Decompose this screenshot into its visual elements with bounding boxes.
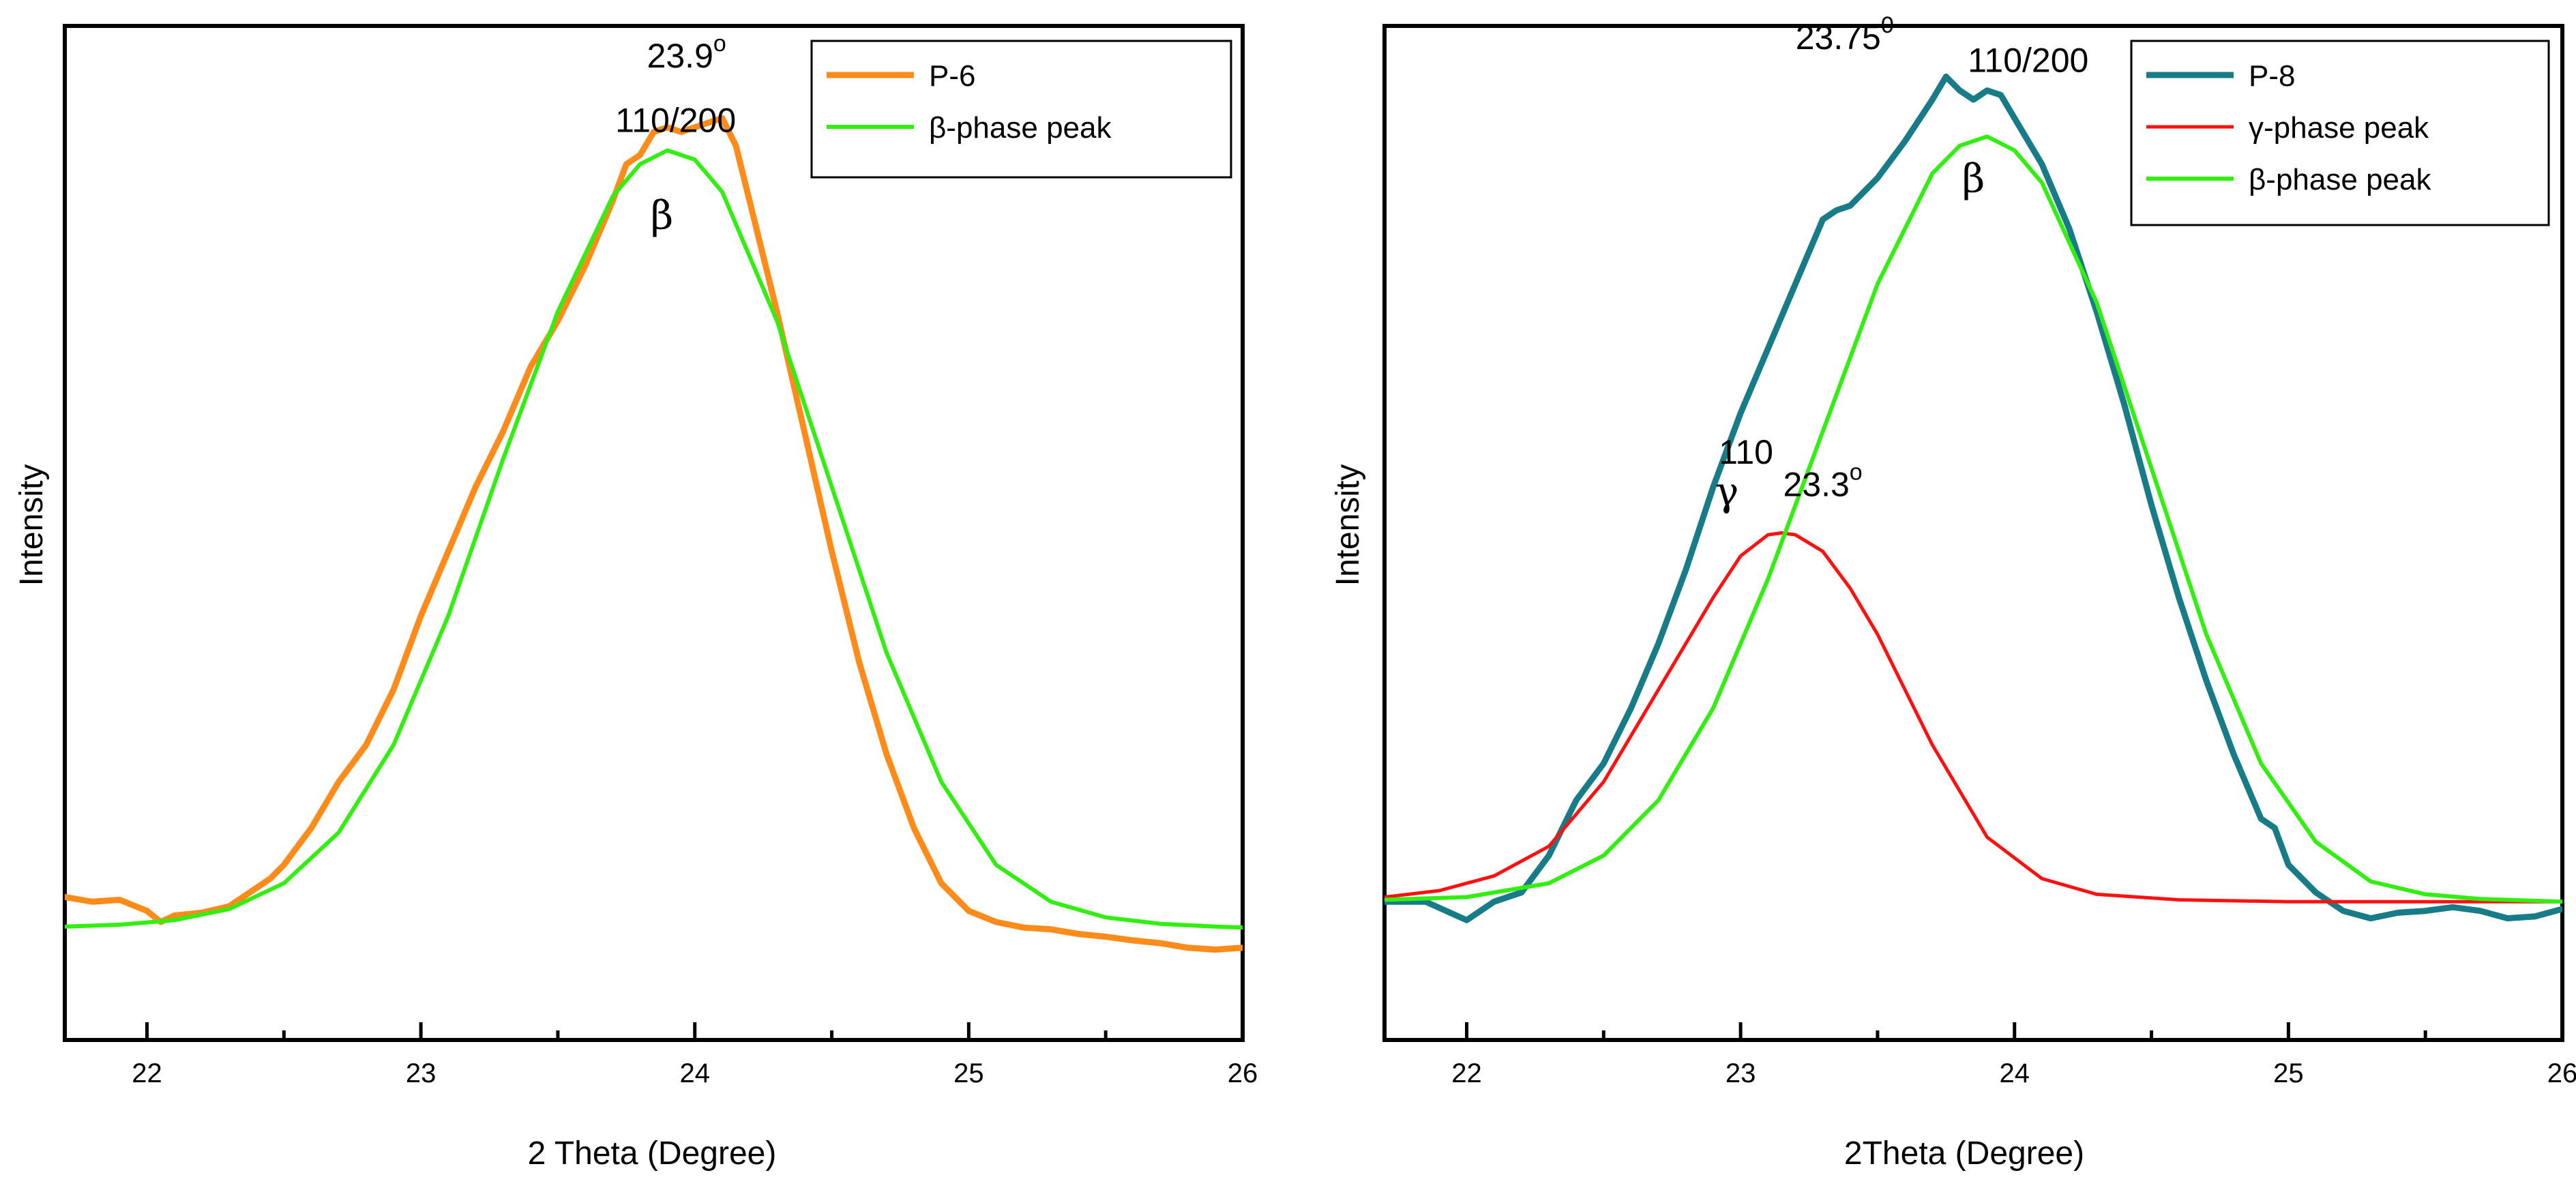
legend-box xyxy=(810,40,1232,179)
peak-annotation: 23.9o xyxy=(647,31,726,75)
x-tick-label: 22 xyxy=(132,1058,162,1088)
chart-panel-p6: Intensity 2 Theta (Degree) 22 23 24 25 26 23.… xyxy=(14,24,1258,1172)
x-tick-label: 24 xyxy=(1999,1058,2030,1088)
peak-annotation: β xyxy=(1962,155,1985,201)
peak-annotation: γ xyxy=(1715,468,1739,515)
plot-frame xyxy=(1382,24,2564,1042)
peak-annotation: 110/200 xyxy=(615,101,736,139)
x-tick-label: 23 xyxy=(406,1058,436,1088)
legend-label: P-8 xyxy=(2249,59,2295,93)
peak-annotation: 110/200 xyxy=(1968,42,2088,80)
plot-frame xyxy=(63,24,1245,1042)
legend-label: P-6 xyxy=(929,59,975,93)
x-tick-label: 25 xyxy=(953,1058,984,1088)
x-tick-label: 26 xyxy=(2547,1058,2576,1088)
y-axis-title: Intensity xyxy=(1330,464,1366,586)
peak-annotation: 23.750 xyxy=(1796,12,1894,57)
peak-annotation: 110 xyxy=(1719,433,1773,471)
x-tick-label: 26 xyxy=(1228,1058,1258,1088)
x-tick-label: 23 xyxy=(1726,1058,1756,1088)
series-line-p-8 xyxy=(1385,73,2562,923)
chart-panel-p8: Intensity 2Theta (Degree) 22 23 24 25 26 23.7… xyxy=(1330,12,2576,1172)
x-tick-label: 25 xyxy=(2273,1058,2304,1088)
peak-annotation: β xyxy=(651,192,674,238)
legend-label: β-phase peak xyxy=(2249,163,2431,196)
x-axis-title: 2Theta (Degree) xyxy=(1844,1135,2084,1172)
y-axis-title: Intensity xyxy=(14,464,50,586)
x-tick-label: 24 xyxy=(679,1058,710,1088)
x-tick-label: 22 xyxy=(1451,1058,1482,1088)
peak-annotation: 23.3o xyxy=(1783,459,1862,503)
legend-label: γ-phase peak xyxy=(2249,111,2429,145)
legend: P-6 β-phase peak xyxy=(810,40,1232,179)
legend: P-8 γ-phase peak β-phase peak xyxy=(2130,40,2550,226)
series-line--phase-peak xyxy=(65,148,1243,930)
series-line--phase-peak xyxy=(1385,134,2562,904)
series-line-p-6 xyxy=(65,115,1243,953)
legend-box xyxy=(2130,40,2550,226)
x-axis-title: 2 Theta (Degree) xyxy=(528,1135,777,1172)
legend-label: β-phase peak xyxy=(929,111,1112,145)
series-line--phase-peak xyxy=(1385,531,2562,904)
